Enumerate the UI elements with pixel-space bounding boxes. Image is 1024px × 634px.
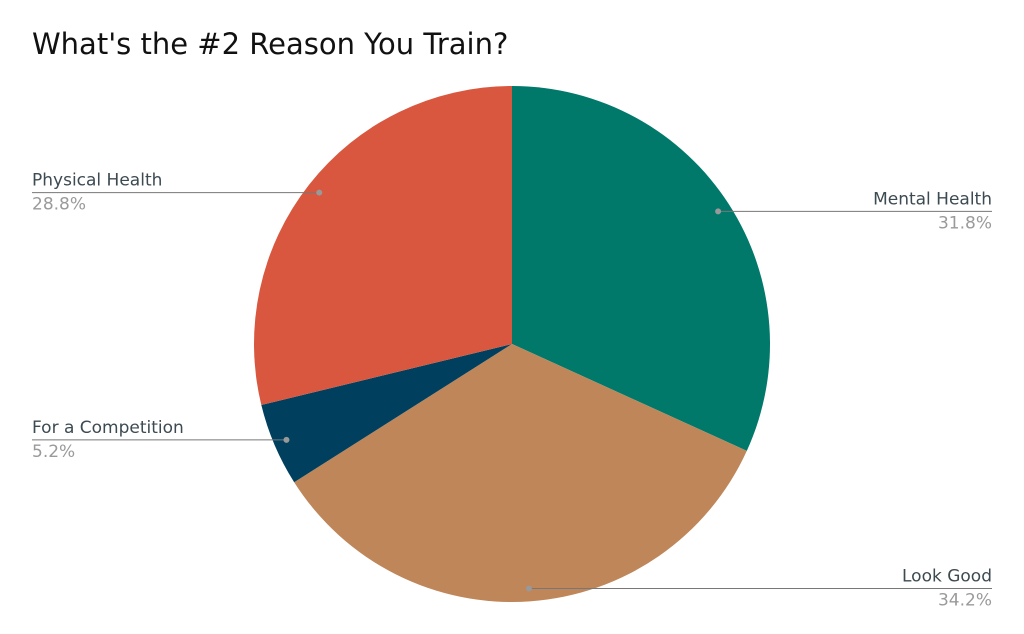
slice-label: Physical Health: [32, 171, 162, 191]
pie-slice: [253, 86, 512, 406]
chart-title: What's the #2 Reason You Train?: [32, 27, 508, 61]
slice-value: 5.2%: [32, 442, 75, 462]
leader-dot: [715, 208, 722, 215]
pie-slice: [294, 344, 747, 602]
leader-dot: [283, 436, 290, 443]
slice-value: 34.2%: [938, 591, 992, 611]
leader-dot: [316, 189, 323, 196]
slice-value: 28.8%: [32, 195, 86, 215]
slice-label: Look Good: [902, 567, 992, 587]
slice-value: 31.8%: [938, 213, 992, 233]
slice-label: Mental Health: [873, 189, 992, 209]
pie-slice: [261, 344, 512, 483]
leader-dot: [525, 585, 532, 592]
pie-slice: [512, 86, 770, 451]
slice-label: For a Competition: [32, 418, 184, 438]
